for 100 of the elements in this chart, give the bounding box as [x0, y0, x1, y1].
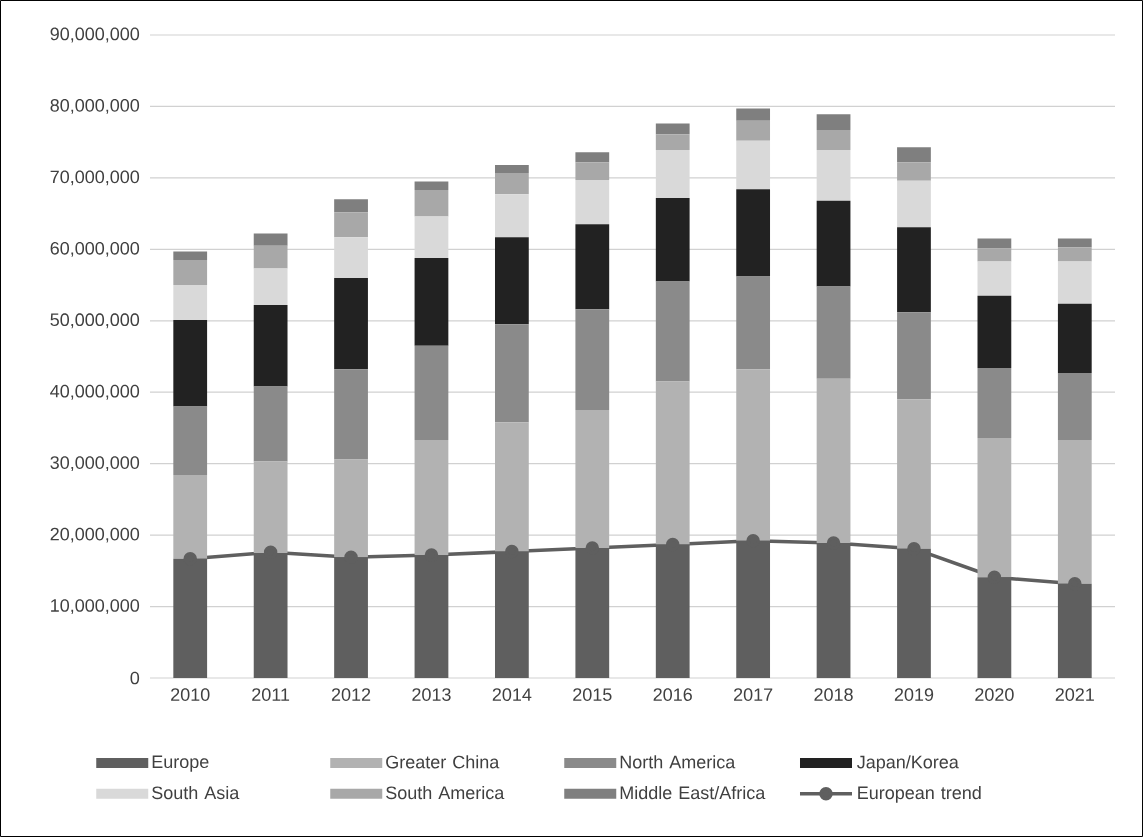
x-tick-label: 2021: [1055, 688, 1094, 701]
bar: [736, 140, 771, 190]
bar: [253, 245, 288, 269]
bar: [173, 475, 208, 559]
bar: [173, 320, 208, 407]
bar: [897, 180, 931, 228]
bar: [334, 199, 368, 213]
x-tick-label: 2020: [975, 688, 1014, 701]
bar: [494, 324, 529, 423]
bar: [655, 281, 690, 382]
legend-label: Greater China: [386, 755, 500, 769]
x-tick-label: 2014: [492, 688, 532, 701]
bar: [414, 257, 449, 346]
bar: [977, 261, 1012, 296]
legend-label: South America: [386, 785, 505, 800]
y-tick-label: 90,000,000: [50, 27, 140, 43]
bar: [1057, 440, 1092, 584]
bar: [414, 345, 449, 441]
bar: [897, 227, 931, 313]
bar: [414, 181, 449, 191]
bar: [173, 260, 208, 286]
x-tick-label: 2010: [171, 688, 210, 701]
bar: [575, 152, 610, 163]
bar: [816, 286, 851, 379]
bar: [1057, 303, 1092, 373]
bar: [977, 437, 1012, 578]
legend-label: European trend: [858, 785, 981, 803]
bar: [816, 378, 851, 543]
bar: [253, 461, 288, 553]
y-tick-label: 10,000,000: [51, 599, 140, 614]
y-tick-label: 80,000,000: [50, 99, 140, 114]
y-tick-label: 50,000,000: [50, 313, 140, 329]
bar: [816, 150, 851, 201]
bar: [736, 189, 771, 277]
bar: [334, 237, 368, 278]
bar: [736, 276, 771, 370]
x-tick-label: 2011: [252, 688, 290, 701]
bar: [253, 233, 288, 246]
bar: [494, 237, 529, 325]
bar: [334, 277, 368, 370]
bar: [575, 410, 610, 548]
bar: [334, 369, 368, 460]
bar: [414, 440, 449, 556]
bar: [897, 147, 931, 163]
x-tick-label: 2012: [331, 688, 371, 701]
bar: [897, 312, 931, 400]
bar: [655, 381, 690, 545]
x-tick-label: 2017: [734, 688, 773, 701]
bar: [494, 422, 529, 552]
bar: [414, 216, 449, 258]
y-tick-label: 30,000,000: [50, 456, 140, 472]
bar: [253, 386, 288, 462]
bar: [334, 212, 368, 238]
bar: [977, 248, 1012, 262]
bar: [1057, 247, 1092, 262]
x-tick-label: 2016: [653, 688, 692, 701]
bar: [816, 114, 851, 131]
legend-label: North America: [620, 755, 736, 769]
bar: [977, 367, 1012, 438]
bar: [173, 406, 208, 476]
bar: [816, 130, 851, 151]
bar: [655, 197, 690, 282]
bar: [173, 285, 208, 321]
bar: [173, 251, 208, 261]
bar: [736, 108, 771, 121]
bar: [334, 459, 368, 558]
x-tick-label: 2019: [894, 688, 934, 701]
x-tick-label: 2015: [573, 688, 612, 701]
x-tick-label: 2013: [412, 688, 451, 701]
y-tick-label: 40,000,000: [50, 384, 140, 400]
bar: [575, 180, 610, 225]
bar: [1057, 238, 1092, 248]
bar: [897, 399, 931, 549]
bar: [977, 238, 1012, 249]
legend-label: Europe: [152, 755, 209, 772]
bar: [494, 172, 529, 195]
y-tick-label: 70,000,000: [50, 170, 140, 186]
bar: [253, 268, 288, 306]
bar: [1057, 372, 1092, 441]
bar: [977, 295, 1012, 368]
legend-label: South Asia: [152, 785, 240, 800]
bar: [1057, 261, 1092, 304]
bar: [655, 123, 690, 135]
y-tick-label: 60,000,000: [50, 241, 140, 257]
bar: [575, 162, 610, 181]
bar: [494, 165, 529, 173]
bar: [253, 305, 288, 387]
bar: [655, 134, 690, 151]
bar: [494, 194, 529, 238]
bar: [897, 162, 931, 181]
bar: [575, 309, 610, 411]
y-tick-label: 0: [130, 671, 140, 685]
bar: [736, 120, 771, 141]
bar: [575, 224, 610, 310]
legend-label: Middle East/Africa: [620, 785, 766, 800]
legend-label: Japan/Korea: [857, 755, 959, 772]
bar: [655, 150, 690, 198]
y-tick-label: 20,000,000: [50, 527, 140, 543]
bar: [414, 190, 449, 217]
bar: [736, 369, 771, 541]
